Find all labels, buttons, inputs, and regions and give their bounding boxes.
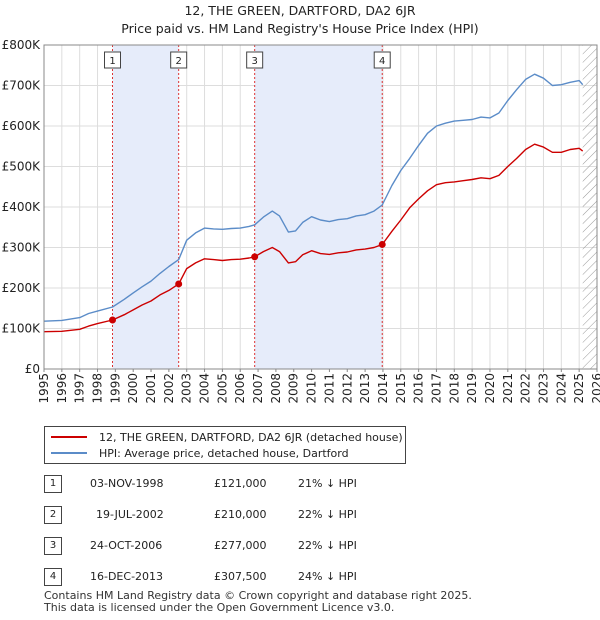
y-tick-label: £400K — [2, 200, 42, 214]
transaction-date: 19-JUL-2002 — [96, 508, 164, 521]
x-tick-label: 2016 — [412, 373, 426, 404]
shaded-period — [112, 45, 179, 369]
x-tick-label: 1996 — [55, 373, 69, 404]
transaction-marker — [175, 280, 183, 288]
transaction-date: 16-DEC-2013 — [90, 570, 164, 583]
x-tick-label: 2020 — [483, 373, 497, 404]
x-tick-label: 2011 — [322, 373, 336, 404]
x-tick-label: 2012 — [340, 373, 354, 404]
x-tick-label: 2004 — [198, 373, 212, 404]
transaction-marker — [251, 253, 259, 261]
transaction-badge: 1 — [44, 475, 62, 493]
footer-copyright: Contains HM Land Registry data © Crown c… — [44, 589, 472, 602]
transaction-price: £121,000 — [214, 477, 267, 490]
x-tick-label: 2013 — [358, 373, 372, 404]
table-row: 2 19-JUL-2002 £210,000 22% ↓ HPI — [44, 505, 464, 525]
legend-label-property: 12, THE GREEN, DARTFORD, DA2 6JR (detach… — [99, 430, 403, 444]
x-tick-label: 2014 — [376, 373, 390, 404]
transaction-label-box — [373, 51, 391, 69]
x-tick-label: 2022 — [519, 373, 533, 404]
y-tick-label: £600K — [2, 119, 42, 133]
x-tick-label: 2017 — [429, 373, 443, 404]
y-tick-label: £500K — [2, 160, 42, 174]
transaction-hpi-diff: 21% ↓ HPI — [298, 477, 357, 490]
x-tick-label: 1995 — [37, 373, 51, 404]
y-tick-label: £100K — [2, 322, 42, 336]
x-tick-label: 2019 — [465, 373, 479, 404]
x-tick-label: 2021 — [501, 373, 515, 404]
x-tick-label: 2001 — [144, 373, 158, 404]
x-tick-label: 2024 — [554, 373, 568, 404]
chart-title: 12, THE GREEN, DARTFORD, DA2 6JR — [184, 3, 416, 18]
table-row: 1 03-NOV-1998 £121,000 21% ↓ HPI — [44, 474, 464, 494]
series-line-property — [43, 143, 584, 333]
x-tick-label: 2018 — [447, 373, 461, 404]
transaction-label: 4 — [379, 56, 385, 67]
transaction-price: £210,000 — [214, 508, 267, 521]
transaction-hpi-diff: 22% ↓ HPI — [298, 539, 357, 552]
y-tick-label: £800K — [2, 38, 42, 52]
transaction-label: 1 — [109, 56, 115, 67]
y-tick-label: £700K — [2, 79, 42, 93]
shaded-period — [254, 45, 383, 369]
table-row: 4 16-DEC-2013 £307,500 24% ↓ HPI — [44, 567, 464, 587]
legend-item-hpi: HPI: Average price, detached house, Dart… — [51, 445, 349, 461]
transaction-label-box — [246, 51, 264, 69]
transaction-label: 2 — [175, 56, 181, 67]
legend-label-hpi: HPI: Average price, detached house, Dart… — [99, 446, 349, 460]
price-chart: 1 2 3 4 £0 £100K £200K £300K £400K £500K £600K £70… — [2, 38, 600, 404]
x-tick-label: 2003 — [180, 373, 194, 404]
transaction-hpi-diff: 22% ↓ HPI — [298, 508, 357, 521]
x-tick-label: 1998 — [91, 373, 105, 404]
x-tick-label: 2023 — [536, 373, 550, 404]
transaction-marker — [109, 316, 117, 324]
x-tick-label: 2002 — [162, 373, 176, 404]
x-tick-label: 2010 — [305, 373, 319, 404]
chart-subtitle: Price paid vs. HM Land Registry's House … — [121, 21, 479, 36]
transaction-date: 24-OCT-2006 — [90, 539, 163, 552]
y-tick-label: £200K — [2, 281, 42, 295]
x-tick-label: 2006 — [233, 373, 247, 404]
x-tick-label: 2026 — [590, 373, 600, 404]
legend-swatch-hpi — [51, 452, 87, 454]
transaction-price: £307,500 — [214, 570, 267, 583]
legend-swatch-property — [51, 436, 87, 438]
x-tick-label: 2000 — [126, 373, 140, 404]
series-line-hpi — [43, 73, 584, 322]
transaction-badge: 3 — [44, 537, 62, 555]
chart-legend: 12, THE GREEN, DARTFORD, DA2 6JR (detach… — [44, 426, 406, 464]
transaction-label: 3 — [251, 56, 257, 67]
forecast-hatch — [582, 45, 597, 369]
x-tick-label: 1997 — [73, 373, 87, 404]
x-tick-label: 2007 — [251, 373, 265, 404]
y-tick-label: £0 — [25, 362, 40, 376]
x-tick-label: 2009 — [287, 373, 301, 404]
plot-frame — [43, 44, 598, 370]
transaction-price: £277,000 — [214, 539, 267, 552]
transaction-label-box — [170, 51, 188, 69]
table-row: 3 24-OCT-2006 £277,000 22% ↓ HPI — [44, 536, 464, 556]
transaction-badge: 4 — [44, 568, 62, 586]
transaction-marker — [378, 240, 386, 248]
y-tick-label: £300K — [2, 241, 42, 255]
x-tick-label: 2015 — [394, 373, 408, 404]
x-tick-label: 2008 — [269, 373, 283, 404]
legend-item-property: 12, THE GREEN, DARTFORD, DA2 6JR (detach… — [51, 429, 403, 445]
x-tick-label: 2005 — [215, 373, 229, 404]
transaction-date: 03-NOV-1998 — [90, 477, 164, 490]
x-tick-label: 1999 — [108, 373, 122, 404]
x-tick-label: 2025 — [572, 373, 586, 404]
footer-licence: This data is licensed under the Open Gov… — [44, 601, 395, 614]
transaction-label-box — [104, 51, 122, 69]
transaction-badge: 2 — [44, 506, 62, 524]
transaction-hpi-diff: 24% ↓ HPI — [298, 570, 357, 583]
